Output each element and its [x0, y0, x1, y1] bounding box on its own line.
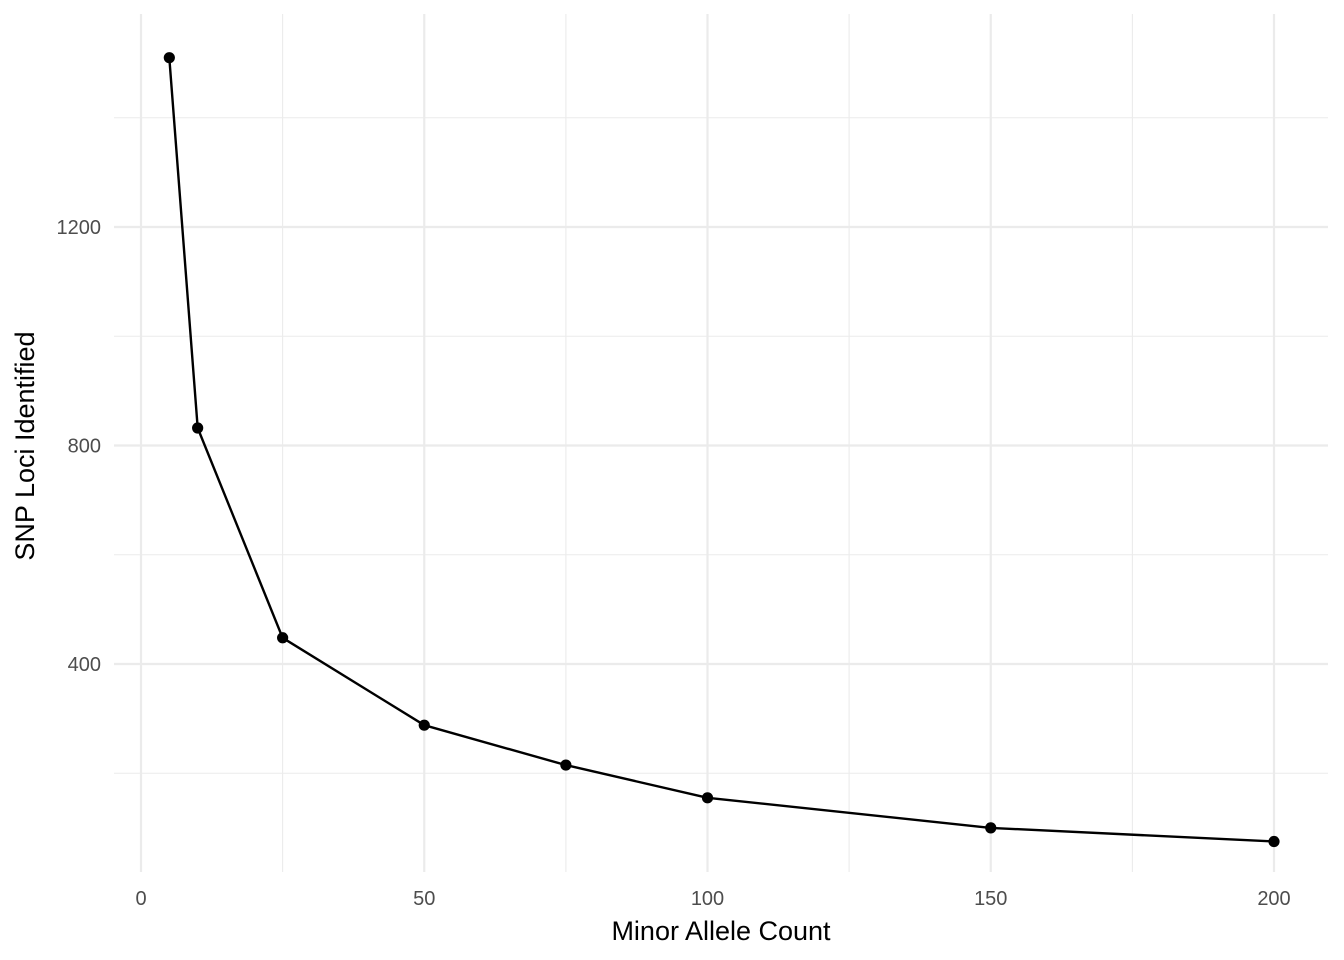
data-point [985, 822, 997, 834]
x-axis-title: Minor Allele Count [611, 916, 831, 946]
data-point [560, 759, 572, 771]
series-layer [163, 52, 1280, 848]
x-axis-tick-labels: 0 50 100 150 200 [135, 888, 1290, 910]
minor-gridlines [114, 14, 1328, 872]
y-tick-label: 1200 [57, 217, 102, 239]
data-point [192, 422, 204, 434]
data-point [277, 632, 289, 644]
major-gridlines [114, 14, 1328, 872]
y-tick-label: 400 [68, 654, 101, 676]
data-point [701, 792, 714, 804]
y-axis-tick-labels: 400 800 1200 [57, 217, 102, 676]
data-point [1268, 835, 1280, 848]
series-line [168, 57, 1275, 843]
x-tick-label: 0 [135, 888, 146, 910]
x-tick-label: 150 [974, 888, 1007, 910]
x-tick-label: 200 [1257, 888, 1290, 910]
x-tick-label: 50 [413, 888, 435, 910]
y-tick-label: 800 [68, 436, 101, 458]
x-tick-label: 100 [691, 888, 724, 910]
y-axis-title: SNP Loci Identified [10, 331, 40, 560]
data-point [418, 719, 430, 731]
data-point [163, 52, 175, 64]
